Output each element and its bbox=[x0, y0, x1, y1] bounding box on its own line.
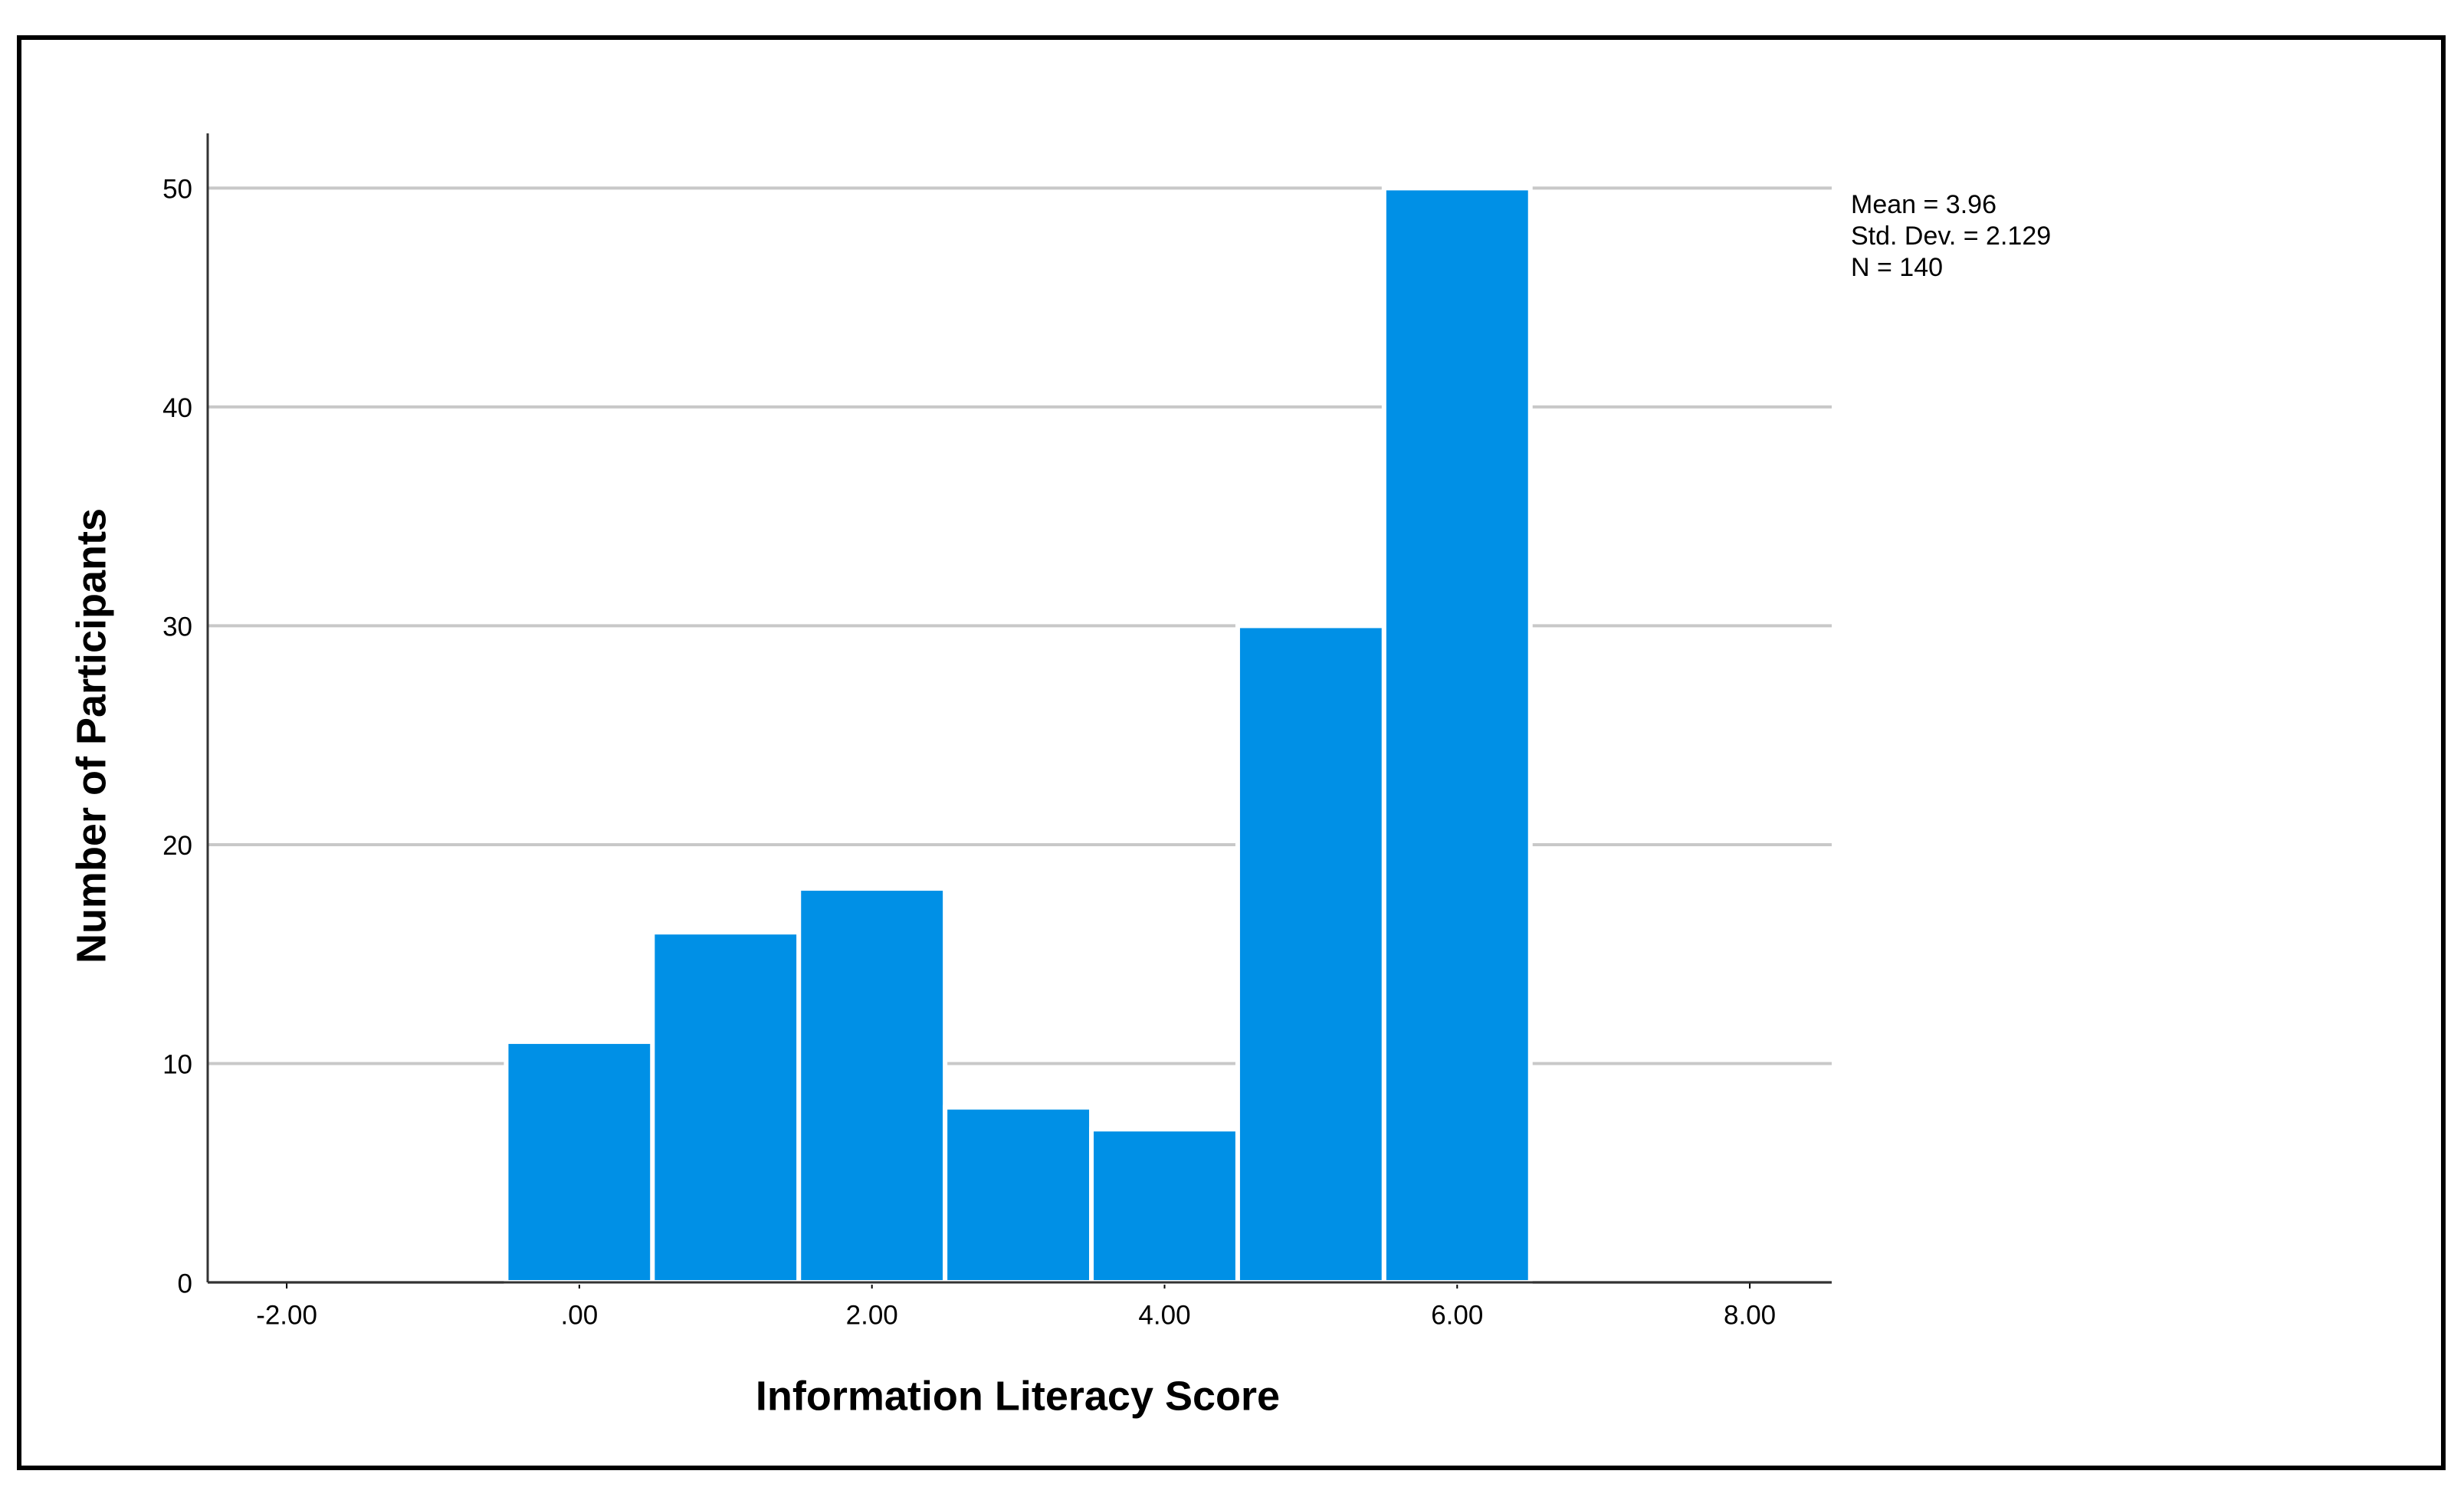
bar bbox=[943, 1105, 1094, 1285]
bar bbox=[796, 886, 948, 1285]
x-axis-title: Information Literacy Score bbox=[756, 1373, 1280, 1419]
x-tick-label: 2.00 bbox=[846, 1300, 898, 1330]
bar bbox=[504, 1039, 655, 1285]
stat-annotation: Mean = 3.96 bbox=[1851, 190, 1996, 219]
x-tick-label: -2.00 bbox=[256, 1300, 317, 1330]
y-tick-label: 0 bbox=[178, 1269, 192, 1298]
bar bbox=[650, 930, 802, 1285]
bar bbox=[1235, 623, 1386, 1285]
bar bbox=[1089, 1127, 1240, 1285]
x-tick-label: 6.00 bbox=[1431, 1300, 1483, 1330]
y-tick-label: 20 bbox=[162, 831, 192, 861]
stat-annotation: Std. Dev. = 2.129 bbox=[1851, 222, 2051, 251]
y-tick-label: 50 bbox=[162, 175, 192, 205]
x-tick-label: 8.00 bbox=[1724, 1300, 1776, 1330]
stat-annotation: N = 140 bbox=[1851, 253, 1943, 282]
bar bbox=[1381, 185, 1533, 1285]
y-tick-label: 40 bbox=[162, 393, 192, 423]
y-tick-label: 30 bbox=[162, 612, 192, 642]
x-tick-label: .00 bbox=[561, 1300, 599, 1330]
y-axis-title: Number of Participants bbox=[68, 508, 114, 964]
x-tick-label: 4.00 bbox=[1138, 1300, 1190, 1330]
y-tick-label: 10 bbox=[162, 1050, 192, 1080]
